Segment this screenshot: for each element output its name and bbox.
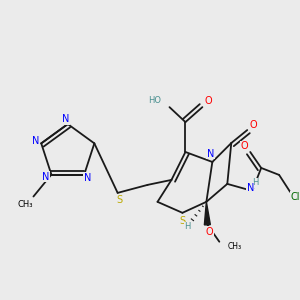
Text: O: O [249,120,257,130]
Text: H: H [252,178,258,188]
Text: N: N [247,183,254,193]
Text: Cl: Cl [290,192,300,202]
Text: N: N [207,149,214,159]
Text: N: N [83,172,91,183]
Text: HO: HO [148,96,161,105]
Text: CH₃: CH₃ [18,200,33,209]
Text: O: O [206,227,213,237]
Text: CH₃: CH₃ [227,242,242,251]
Text: N: N [42,172,49,182]
Text: O: O [205,96,212,106]
Text: S: S [117,195,123,205]
Polygon shape [204,202,210,225]
Text: N: N [32,136,39,146]
Text: H: H [184,222,190,231]
Text: N: N [62,114,70,124]
Text: O: O [240,141,248,151]
Text: S: S [179,216,185,226]
